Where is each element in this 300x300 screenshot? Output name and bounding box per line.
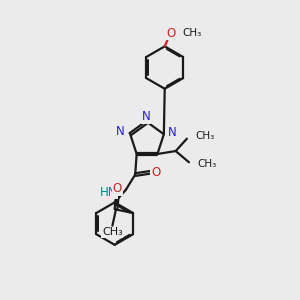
Text: O: O xyxy=(151,166,160,179)
Text: HN: HN xyxy=(100,186,118,199)
Text: N: N xyxy=(142,110,150,123)
Text: O: O xyxy=(113,182,122,195)
Text: O: O xyxy=(167,27,176,40)
Text: CH₃: CH₃ xyxy=(195,131,214,141)
Text: CH₃: CH₃ xyxy=(197,159,216,169)
Text: N: N xyxy=(116,125,125,138)
Text: N: N xyxy=(168,126,177,139)
Text: CH₃: CH₃ xyxy=(183,28,202,38)
Text: CH₃: CH₃ xyxy=(102,227,123,237)
